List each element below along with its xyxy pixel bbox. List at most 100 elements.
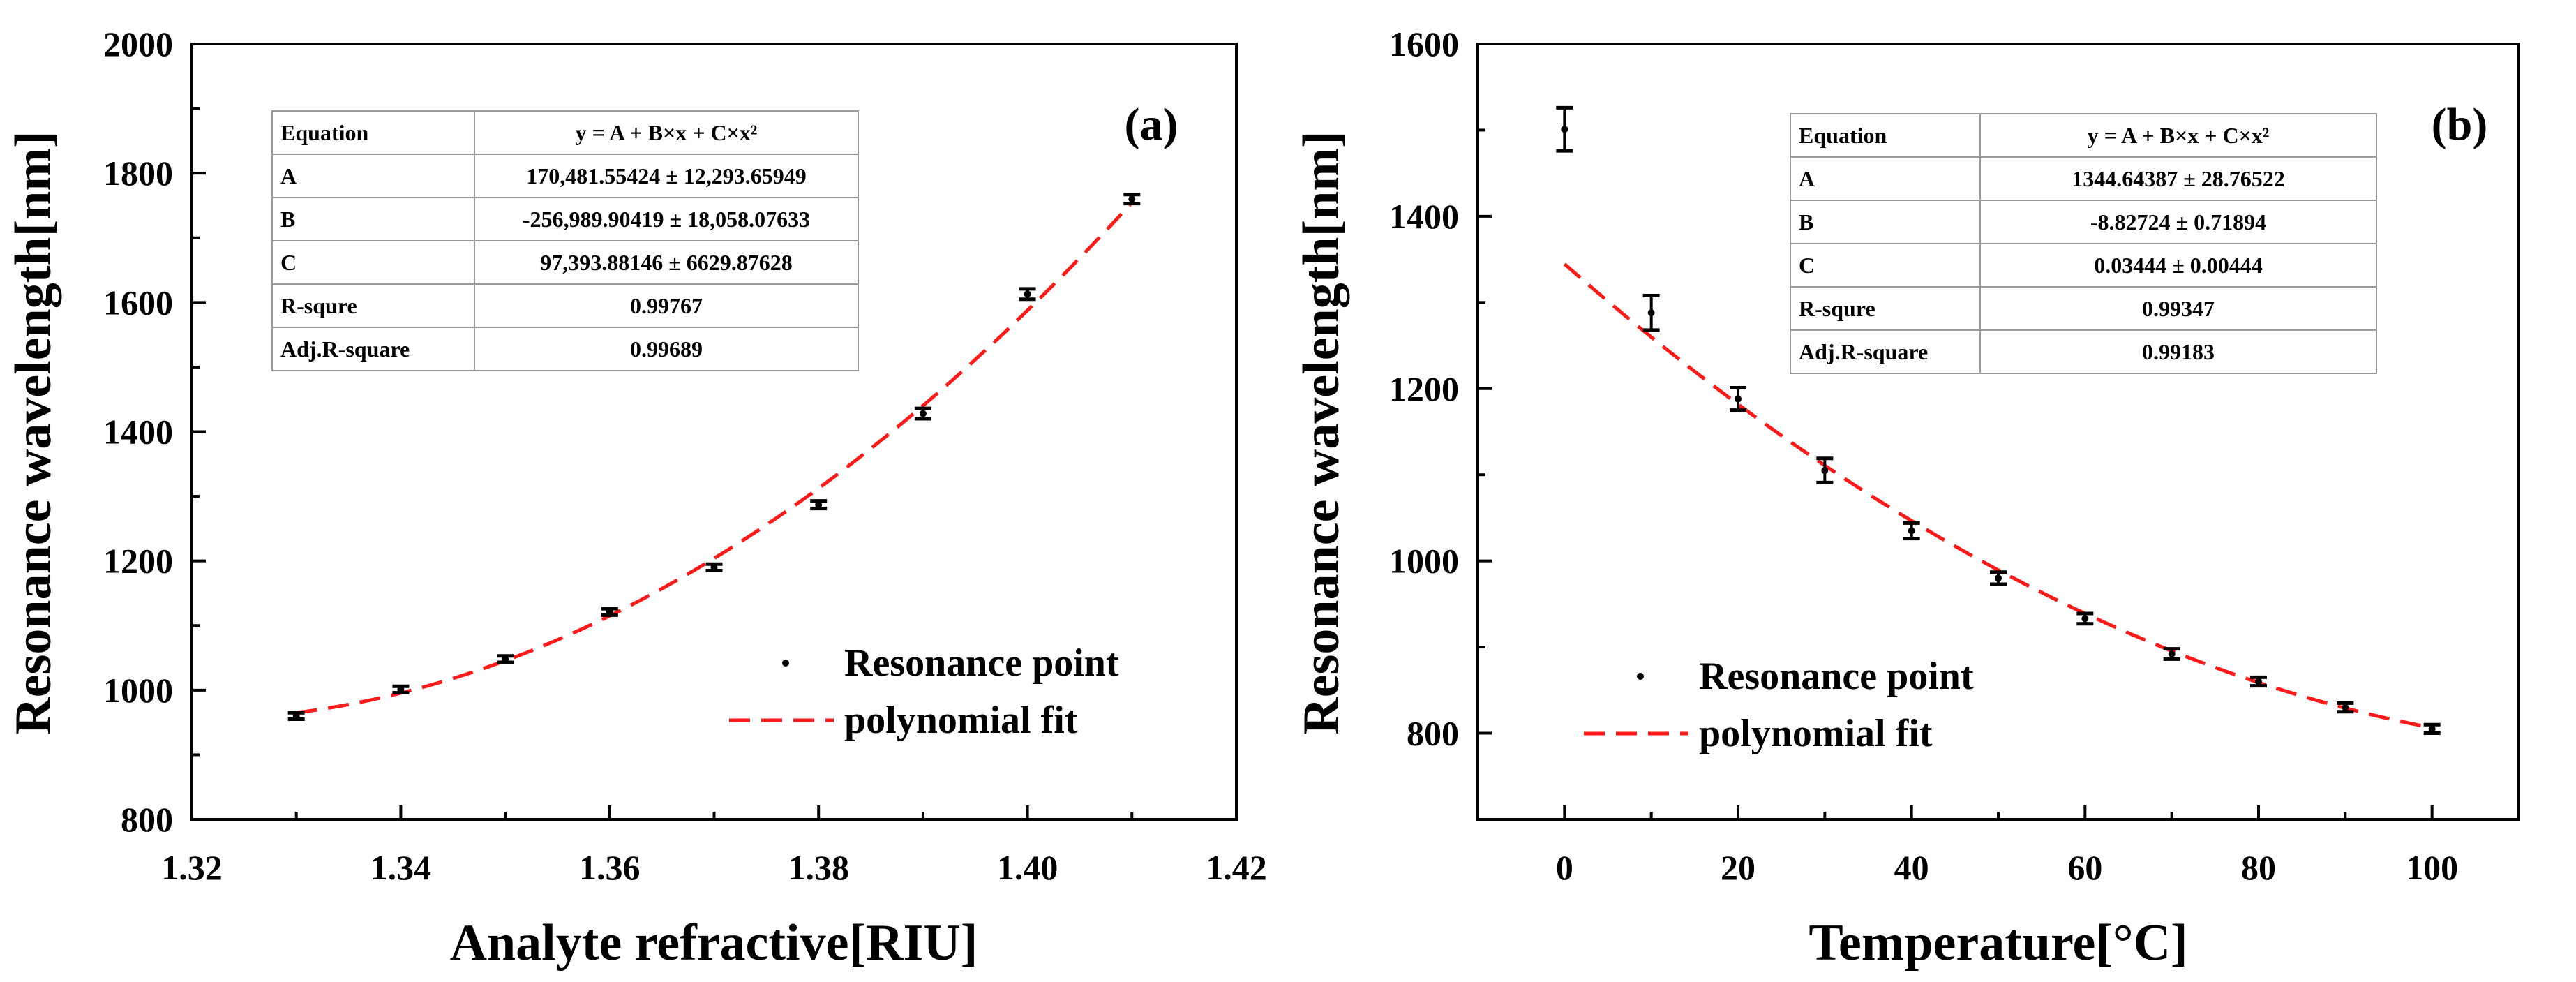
panel-label: (a) — [1125, 99, 1178, 150]
data-point — [810, 499, 828, 511]
data-point — [705, 562, 723, 573]
data-point — [1903, 521, 1920, 541]
data-marker — [2255, 678, 2262, 685]
x-tick-label: 0 — [1556, 848, 1573, 887]
x-tick-label: 1.42 — [1206, 848, 1267, 887]
data-marker — [2081, 615, 2089, 623]
table-cell-value: 0.99347 — [2142, 296, 2215, 321]
data-marker — [292, 712, 300, 720]
table-cell-name: R-squre — [280, 293, 357, 318]
data-marker — [397, 685, 405, 693]
y-tick-label: 1400 — [103, 412, 173, 452]
fit-curve — [1563, 262, 2433, 730]
table-cell-name: B — [1799, 209, 1813, 235]
data-point — [497, 654, 514, 664]
panel-label: (b) — [2432, 99, 2488, 150]
x-tick-label: 1.34 — [370, 848, 432, 887]
table-cell-value: 0.99689 — [630, 336, 703, 362]
data-marker — [1821, 467, 1829, 475]
table-cell-value: -256,989.90419 ± 18,058.07633 — [523, 207, 810, 232]
data-point — [601, 607, 618, 617]
table-cell-name: B — [280, 207, 295, 232]
table-cell-value: y = A + B×x + C×x² — [576, 120, 758, 145]
data-point — [1556, 105, 1573, 153]
data-marker — [1908, 527, 1915, 535]
data-point — [2337, 701, 2354, 714]
data-marker — [1735, 395, 1742, 403]
y-tick-label: 800 — [121, 800, 173, 839]
x-tick-label: 100 — [2406, 848, 2458, 887]
data-point — [1730, 386, 1746, 412]
x-tick-label: 1.36 — [579, 848, 641, 887]
data-point — [1019, 287, 1036, 302]
y-tick-label: 1600 — [103, 283, 173, 322]
table-cell-value: -8.82724 ± 0.71894 — [2090, 209, 2266, 235]
y-tick-label: 1800 — [103, 154, 173, 193]
data-point — [1990, 570, 2007, 586]
data-marker — [1995, 574, 2002, 582]
data-point — [1816, 456, 1834, 484]
y-tick-label: 800 — [1407, 714, 1459, 753]
data-marker — [1024, 290, 1031, 298]
y-tick-label: 1400 — [1389, 197, 1459, 236]
table-cell-value: 1344.64387 ± 28.76522 — [2072, 166, 2285, 191]
chart-panel-b: 800 1000 1200 1400 1600 0 20 40 60 80 100 Temperatu… — [1293, 24, 2520, 972]
x-axis-label: Analyte refractive[RIU] — [450, 914, 978, 972]
fit-table: Equation y = A + B×x + C×x² A 170,481.55424… — [271, 110, 859, 371]
x-tick-label: 40 — [1894, 848, 1929, 887]
legend: Resonance point polynomial fit — [729, 641, 1119, 742]
data-point — [1642, 293, 1660, 332]
table-cell-value: 0.99183 — [2142, 339, 2215, 364]
legend-marker — [1637, 673, 1644, 680]
table-cell-name: Equation — [1799, 123, 1887, 148]
data-marker — [815, 501, 823, 509]
y-tick-label: 2000 — [103, 24, 173, 64]
table-cell-name: A — [1799, 166, 1815, 191]
table-cell-value: y = A + B×x + C×x² — [2088, 123, 2270, 148]
legend-label-fit: polynomial fit — [844, 699, 1078, 742]
data-marker — [1128, 195, 1136, 203]
x-tick-label: 1.40 — [997, 848, 1058, 887]
x-tick-label: 1.38 — [788, 848, 849, 887]
table-cell-name: A — [280, 163, 297, 188]
data-point — [2163, 647, 2180, 661]
data-marker — [1561, 126, 1568, 133]
y-axis-label: Resonance wavelength[nm] — [1293, 131, 1350, 734]
table-cell-value: 170,481.55424 ± 12,293.65949 — [526, 163, 807, 188]
data-marker — [1647, 309, 1655, 317]
table-cell-name: Adj.R-square — [280, 336, 410, 362]
legend-label-points: Resonance point — [1699, 655, 1974, 698]
table-cell-value: 0.99767 — [630, 293, 703, 318]
chart-panel-a: 800 1000 1200 1400 1600 1800 2000 1.32 1.34 1.36 1… — [5, 24, 1267, 972]
x-tick-label: 1.32 — [161, 848, 223, 887]
x-tick-label: 20 — [1721, 848, 1755, 887]
data-marker — [2168, 650, 2176, 657]
y-tick-label: 1000 — [103, 671, 173, 710]
data-point — [2423, 722, 2441, 736]
data-marker — [606, 608, 613, 616]
data-marker — [710, 563, 718, 571]
x-tick-label: 80 — [2241, 848, 2276, 887]
data-point — [287, 711, 305, 721]
legend-label-points: Resonance point — [844, 641, 1119, 685]
y-tick-label: 1600 — [1389, 24, 1459, 64]
data-point — [392, 684, 410, 695]
data-marker — [502, 655, 509, 663]
fit-table: Equation y = A + B×x + C×x² A 1344.64387 ± … — [1790, 113, 2377, 374]
table-cell-name: Adj.R-square — [1799, 339, 1928, 364]
y-tick-label: 1000 — [1389, 542, 1459, 581]
data-point — [2250, 675, 2267, 688]
data-point — [2076, 611, 2094, 626]
legend-marker — [782, 660, 789, 667]
data-point — [1123, 193, 1141, 206]
fit-curve — [296, 201, 1134, 715]
table-cell-name: R-squre — [1799, 296, 1875, 321]
data-point — [914, 406, 931, 421]
table-cell-name: C — [1799, 253, 1815, 278]
data-marker — [2342, 704, 2349, 711]
data-marker — [919, 410, 927, 417]
y-tick-label: 1200 — [1389, 369, 1459, 408]
y-axis-label: Resonance wavelength[nm] — [5, 131, 62, 734]
y-tick-label: 1200 — [103, 542, 173, 581]
